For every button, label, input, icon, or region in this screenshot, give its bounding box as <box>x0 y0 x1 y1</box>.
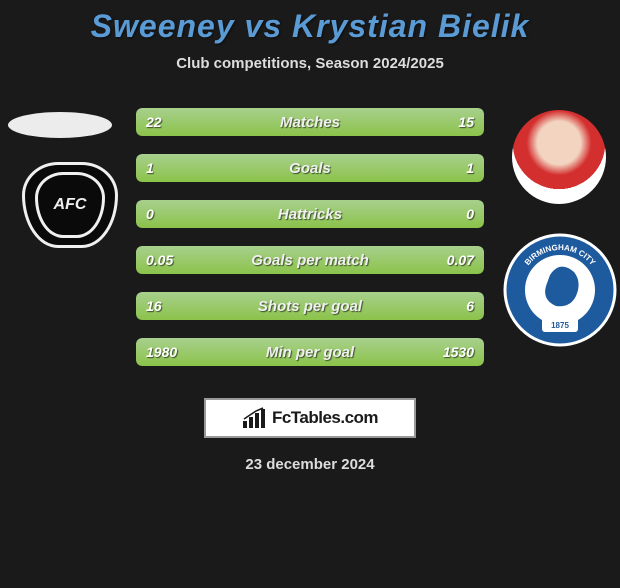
player-photo-right <box>512 110 606 204</box>
site-logo: FcTables.com <box>204 398 416 438</box>
date-label: 23 december 2024 <box>0 456 620 473</box>
badge-year: 1875 <box>551 321 569 330</box>
stat-label: Hattricks <box>136 206 484 223</box>
right-column: 1875 BIRMINGHAM CITY <box>500 102 620 382</box>
stat-bar: 11Goals <box>136 154 484 182</box>
comparison-content: AFC 1875 BIRMINGHAM CITY 2215Matches 11Go… <box>0 102 620 382</box>
subtitle: Club competitions, Season 2024/2025 <box>0 55 620 72</box>
stat-label: Shots per goal <box>136 298 484 315</box>
logo-text: FcTables.com <box>272 408 378 428</box>
page-title: Sweeney vs Krystian Bielik <box>0 8 620 45</box>
player-placeholder-left <box>8 112 112 138</box>
stat-label: Matches <box>136 114 484 131</box>
stat-bar: 0.050.07Goals per match <box>136 246 484 274</box>
stat-bar: 2215Matches <box>136 108 484 136</box>
stat-bar: 00Hattricks <box>136 200 484 228</box>
club-badge-right: 1875 BIRMINGHAM CITY <box>502 230 618 358</box>
left-column: AFC <box>0 102 130 382</box>
club-badge-left: AFC <box>22 162 118 248</box>
stat-label: Min per goal <box>136 344 484 361</box>
stat-bar: 19801530Min per goal <box>136 338 484 366</box>
stat-bars: 2215Matches 11Goals 00Hattricks 0.050.07Goa… <box>136 108 484 384</box>
club-badge-left-text: AFC <box>35 172 105 238</box>
chart-icon <box>242 407 268 429</box>
stat-label: Goals <box>136 160 484 177</box>
stat-label: Goals per match <box>136 252 484 269</box>
stat-bar: 166Shots per goal <box>136 292 484 320</box>
